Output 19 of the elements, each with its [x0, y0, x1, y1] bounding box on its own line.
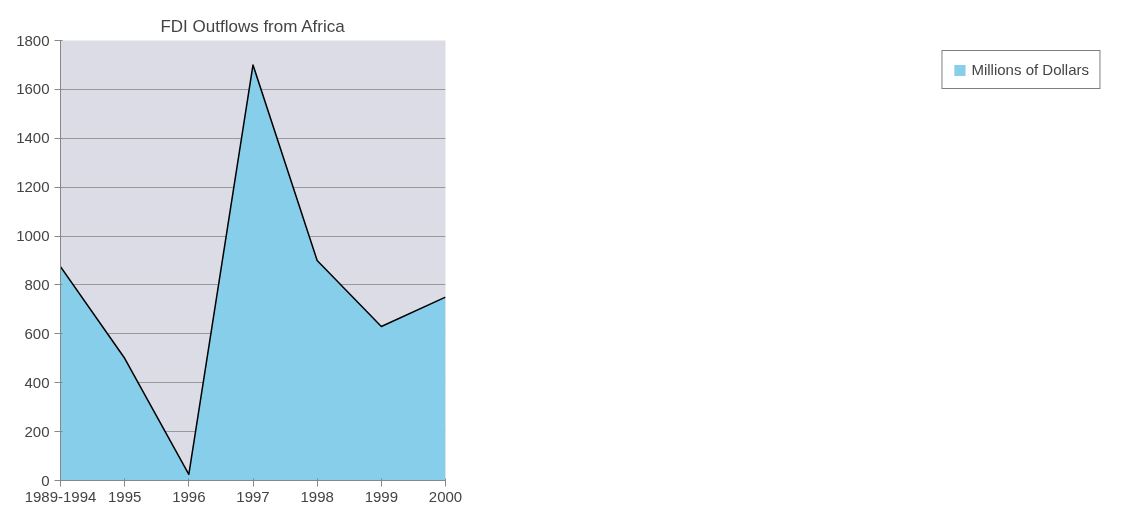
- x-tick-label: 2000: [428, 487, 463, 505]
- x-tick-label: 1998: [300, 487, 334, 505]
- y-tick-label: 1200: [16, 178, 50, 196]
- y-tick-label: 1800: [16, 31, 50, 49]
- x-tick-label: 1995: [107, 487, 142, 505]
- x-tick-label: 1997: [236, 487, 270, 505]
- chart-title: FDI Outflows from Africa: [160, 16, 346, 36]
- y-tick-label: 1400: [16, 129, 50, 147]
- y-tick-label: 1600: [16, 80, 50, 98]
- y-tick-label: 200: [24, 422, 50, 440]
- x-tick-label: 1996: [172, 487, 206, 505]
- y-tick-label: 400: [24, 373, 50, 391]
- x-tick-label: 1999: [364, 487, 399, 505]
- y-tick-label: 1000: [16, 227, 50, 245]
- x-tick-label: 1989-1994: [24, 487, 97, 505]
- y-tick-label: 600: [24, 324, 50, 342]
- legend-label: Millions of Dollars: [971, 61, 1089, 78]
- y-tick-label: 800: [24, 275, 50, 293]
- y-tick-label: 0: [41, 471, 50, 489]
